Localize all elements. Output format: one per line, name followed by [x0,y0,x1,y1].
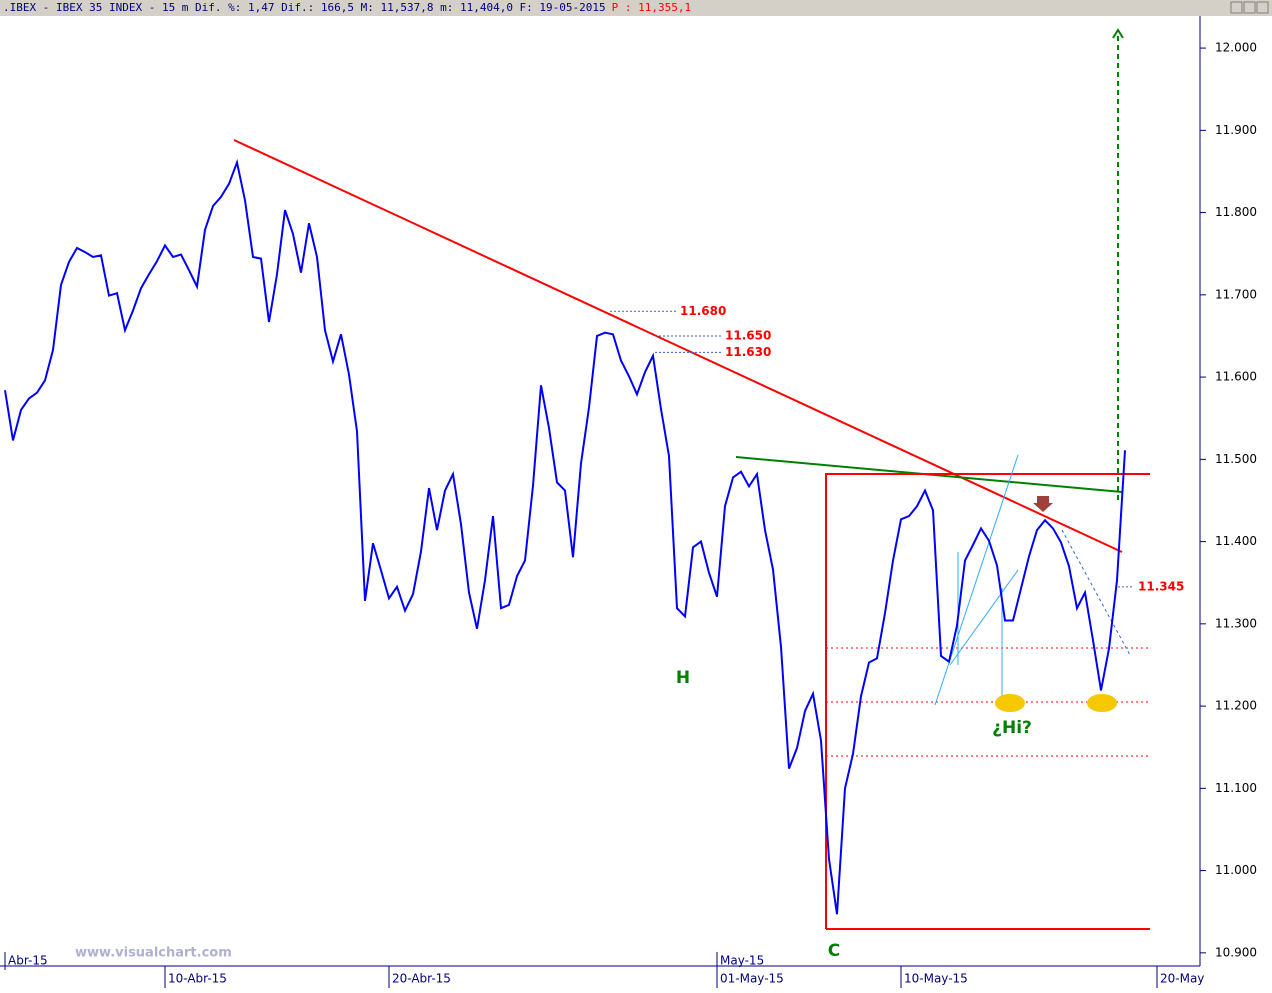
y-tick-label: 10.900 [1215,945,1257,959]
header-text: .IBEX - IBEX 35 INDEX - 15 m Dif. %: 1,4… [3,1,606,14]
x-tick-label: 10-Abr-15 [168,972,227,986]
month-label: May-15 [720,954,764,968]
y-tick-label: 11.600 [1215,370,1257,384]
x-tick-label: 20-Abr-15 [392,972,451,986]
level-label: 11.345 [1138,579,1184,593]
annotation: H [676,668,690,688]
y-tick-label: 11.900 [1215,123,1257,137]
level-label: 11.650 [725,328,771,342]
minimize-button[interactable] [1230,1,1243,14]
channel-line [934,454,1019,706]
range-box [825,473,1150,929]
header-bar [0,0,1272,16]
y-tick-label: 12.000 [1215,41,1257,55]
y-tick-label: 11.500 [1215,452,1257,466]
y-tick-label: 11.000 [1215,863,1257,877]
close-button[interactable] [1256,1,1269,14]
highlight [995,694,1025,712]
down-arrow [1033,496,1053,512]
y-tick-label: 11.100 [1215,781,1257,795]
header-title: .IBEX - IBEX 35 INDEX - 15 m Dif. %: 1,4… [3,1,691,14]
y-tick-label: 11.700 [1215,287,1257,301]
y-tick-label: 11.300 [1215,616,1257,630]
annotation: C [828,941,840,961]
level-label: 11.680 [680,304,726,318]
highlight [1087,694,1117,712]
annotation: ¿Hi? [992,718,1032,738]
y-tick-label: 11.800 [1215,205,1257,219]
channel-line [949,569,1019,666]
maximize-button[interactable] [1243,1,1256,14]
target-arrow [1112,28,1124,39]
x-tick-label: 01-May-15 [720,972,784,986]
month-label: Abr-15 [8,954,48,968]
level-label: 11.630 [725,345,771,359]
resistance-trendline [233,139,1123,553]
x-tick-label: 10-May-15 [904,972,968,986]
y-tick-label: 11.200 [1215,699,1257,713]
y-tick-label: 11.400 [1215,534,1257,548]
x-tick-label: 20-May [1160,972,1204,986]
price-line [4,158,1126,915]
header-price: P : 11,355,1 [612,1,691,14]
watermark: www.visualchart.com [75,946,232,961]
